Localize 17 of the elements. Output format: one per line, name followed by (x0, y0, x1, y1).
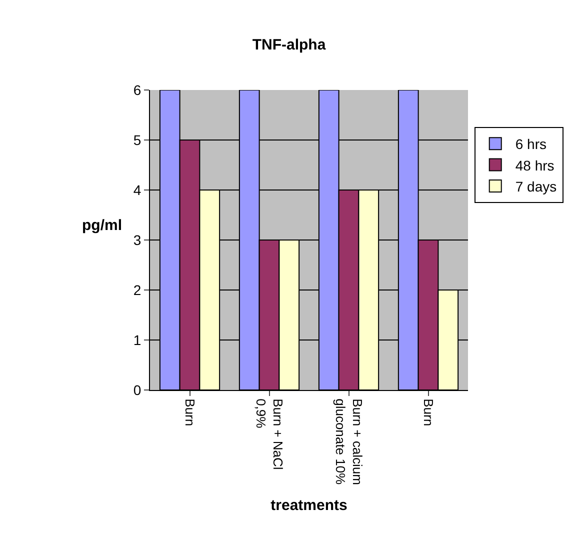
y-tick-label: 3 (133, 232, 142, 248)
legend-label: 7 days (515, 178, 557, 194)
x-tick-label: Burn (182, 398, 198, 426)
legend-label: 6 hrs (515, 136, 546, 152)
y-tick-label: 6 (133, 82, 142, 98)
x-tick-label: Burn + calcium gluconate 10% (333, 398, 365, 486)
y-tick-label: 0 (133, 382, 142, 398)
y-tick-label: 1 (133, 332, 142, 348)
y-tick-label: 5 (133, 132, 142, 148)
y-tick-label: 4 (133, 182, 142, 198)
x-axis-title: treatments (270, 497, 348, 514)
x-tick-label: Burn + NaCl 0,9% (254, 398, 286, 470)
chart-title: TNF-alpha (252, 36, 326, 54)
y-axis-title: pg/ml (82, 217, 122, 234)
y-tick-label: 2 (133, 282, 142, 298)
x-tick-label: Burn (421, 398, 436, 426)
legend-label: 48 hrs (515, 157, 554, 174)
